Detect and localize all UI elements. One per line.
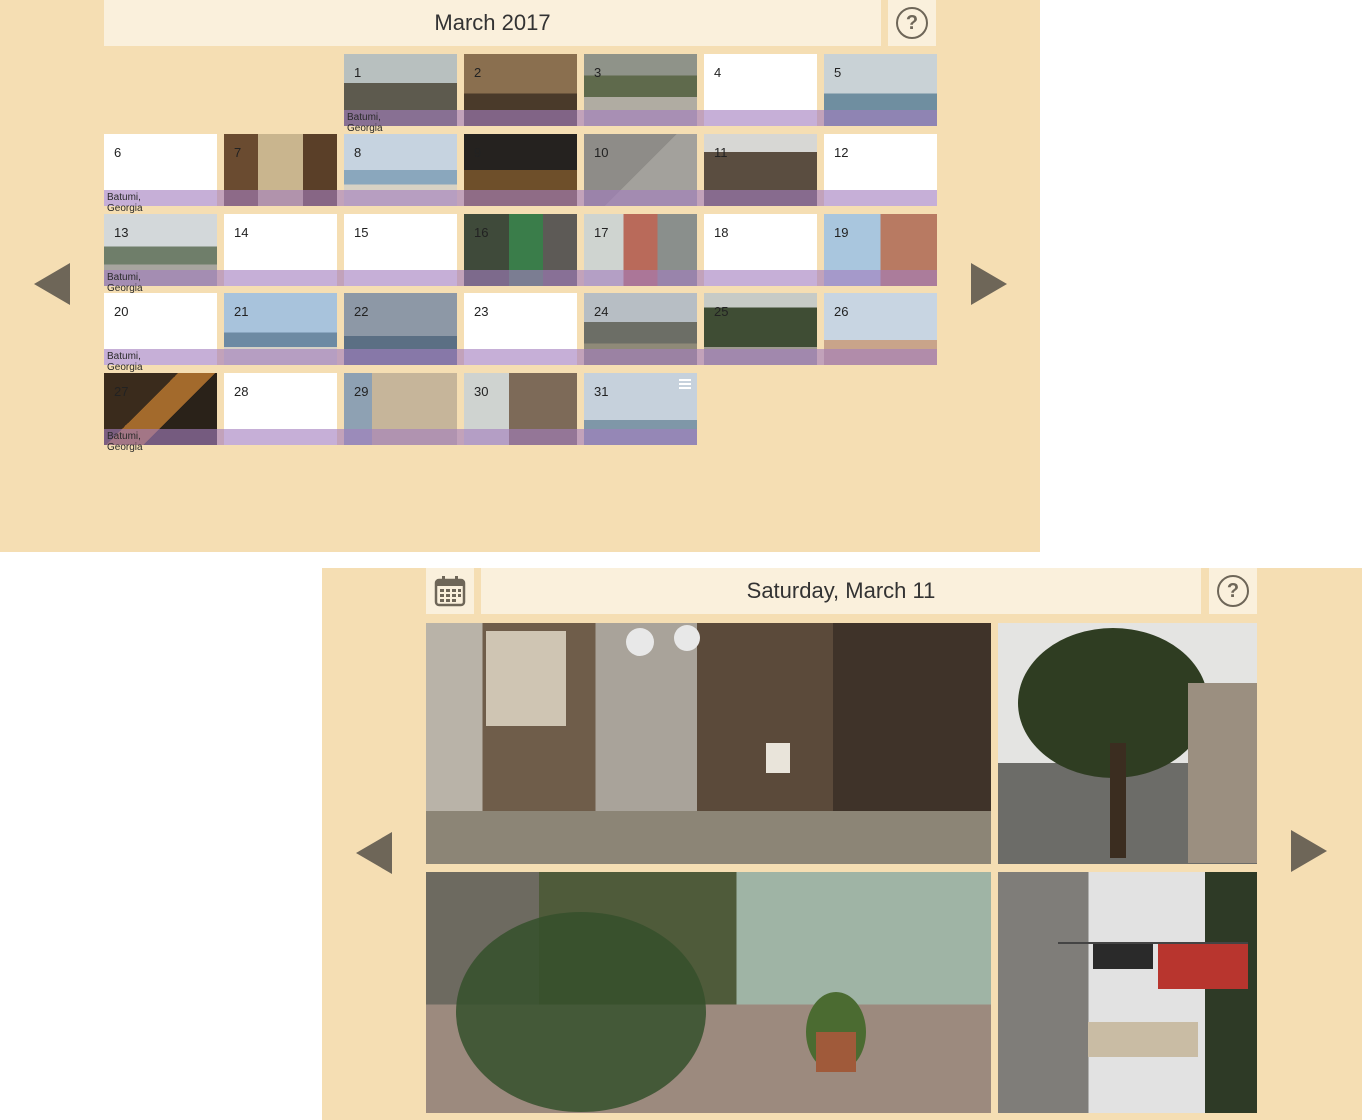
day-number: 5 — [834, 65, 842, 80]
calendar-icon — [434, 576, 466, 607]
day-number: 19 — [834, 225, 849, 240]
day-number: 9 — [474, 145, 482, 160]
day-number: 20 — [114, 304, 129, 319]
day-number: 26 — [834, 304, 849, 319]
help-button[interactable]: ? — [888, 0, 936, 46]
month-title: March 2017 — [104, 0, 881, 46]
week-location-band — [344, 110, 937, 126]
day-number: 23 — [474, 304, 489, 319]
day-title: Saturday, March 11 — [481, 568, 1201, 614]
day-number: 10 — [594, 145, 609, 160]
day-number: 22 — [354, 304, 369, 319]
week-location-band — [104, 270, 937, 286]
day-number: 25 — [714, 304, 729, 319]
week-location-band — [104, 349, 937, 365]
week-location-label: Batumi, Georgia — [107, 272, 143, 294]
day-number: 29 — [354, 384, 369, 399]
day-number: 31 — [594, 384, 609, 399]
previous-month-chevron-left-icon[interactable] — [34, 263, 70, 305]
previous-day-chevron-left-icon[interactable] — [356, 832, 392, 874]
photo-tree-street[interactable] — [998, 623, 1257, 864]
day-number: 21 — [234, 304, 249, 319]
day-number: 3 — [594, 65, 602, 80]
day-number: 17 — [594, 225, 609, 240]
next-month-chevron-right-icon[interactable] — [971, 263, 1007, 305]
day-number: 28 — [234, 384, 249, 399]
day-view-panel: Saturday, March 11 ? — [322, 568, 1362, 1120]
menu-icon — [679, 379, 691, 391]
week-location-label: Batumi, Georgia — [107, 431, 143, 453]
day-number: 27 — [114, 384, 129, 399]
day-number: 30 — [474, 384, 489, 399]
week-location-band — [104, 429, 697, 445]
day-number: 16 — [474, 225, 489, 240]
day-number: 7 — [234, 145, 242, 160]
day-number: 12 — [834, 145, 849, 160]
week-location-label: Batumi, Georgia — [347, 112, 383, 134]
day-number: 11 — [714, 145, 728, 160]
calendar-button[interactable] — [426, 568, 474, 614]
day-number: 6 — [114, 145, 122, 160]
photo-old-houses[interactable] — [426, 623, 991, 864]
next-day-chevron-right-icon[interactable] — [1291, 830, 1327, 872]
help-icon: ? — [896, 7, 928, 39]
week-location-label: Batumi, Georgia — [107, 192, 143, 214]
day-number: 4 — [714, 65, 722, 80]
help-button[interactable]: ? — [1209, 568, 1257, 614]
day-number: 24 — [594, 304, 609, 319]
photo-garden-alley[interactable] — [426, 872, 991, 1113]
day-number: 13 — [114, 225, 129, 240]
day-number: 2 — [474, 65, 482, 80]
month-view-panel: March 2017 ? 1 2 3 4 5 Batumi, Georgia 6 7 8 9 10 1… — [0, 0, 1040, 552]
day-number: 18 — [714, 225, 729, 240]
week-location-label: Batumi, Georgia — [107, 351, 143, 373]
photo-laundry-lines[interactable] — [998, 872, 1257, 1113]
day-number: 14 — [234, 225, 249, 240]
day-number: 1 — [354, 65, 362, 80]
week-location-band — [104, 190, 937, 206]
day-number: 15 — [354, 225, 369, 240]
help-icon: ? — [1217, 575, 1249, 607]
day-number: 8 — [354, 145, 362, 160]
